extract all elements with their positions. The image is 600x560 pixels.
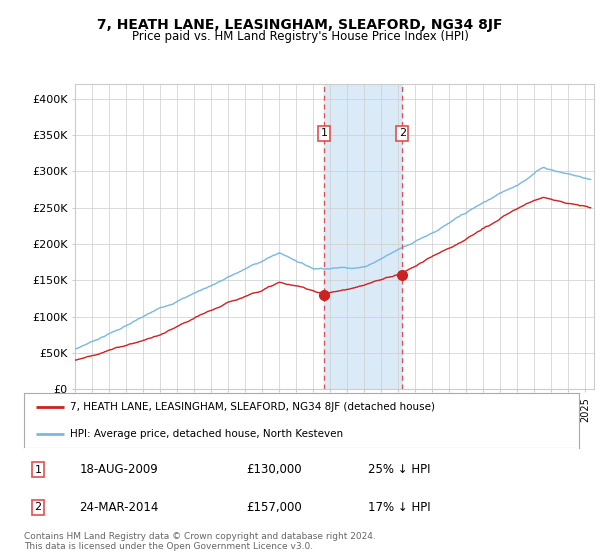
Text: 2: 2 [34, 502, 41, 512]
Text: 1: 1 [34, 465, 41, 475]
Text: Contains HM Land Registry data © Crown copyright and database right 2024.
This d: Contains HM Land Registry data © Crown c… [24, 532, 376, 552]
Text: 7, HEATH LANE, LEASINGHAM, SLEAFORD, NG34 8JF (detached house): 7, HEATH LANE, LEASINGHAM, SLEAFORD, NG3… [70, 403, 434, 412]
Text: 25% ↓ HPI: 25% ↓ HPI [368, 464, 431, 477]
Bar [324, 84, 402, 389]
Text: 1: 1 [320, 128, 328, 138]
Text: Price paid vs. HM Land Registry's House Price Index (HPI): Price paid vs. HM Land Registry's House … [131, 30, 469, 43]
Text: 17% ↓ HPI: 17% ↓ HPI [368, 501, 431, 514]
Text: HPI: Average price, detached house, North Kesteven: HPI: Average price, detached house, Nort… [70, 429, 343, 438]
Text: 24-MAR-2014: 24-MAR-2014 [79, 501, 159, 514]
Text: £130,000: £130,000 [246, 464, 302, 477]
Text: 18-AUG-2009: 18-AUG-2009 [79, 464, 158, 477]
Text: 7, HEATH LANE, LEASINGHAM, SLEAFORD, NG34 8JF: 7, HEATH LANE, LEASINGHAM, SLEAFORD, NG3… [97, 18, 503, 32]
Text: 2: 2 [398, 128, 406, 138]
Text: £157,000: £157,000 [246, 501, 302, 514]
